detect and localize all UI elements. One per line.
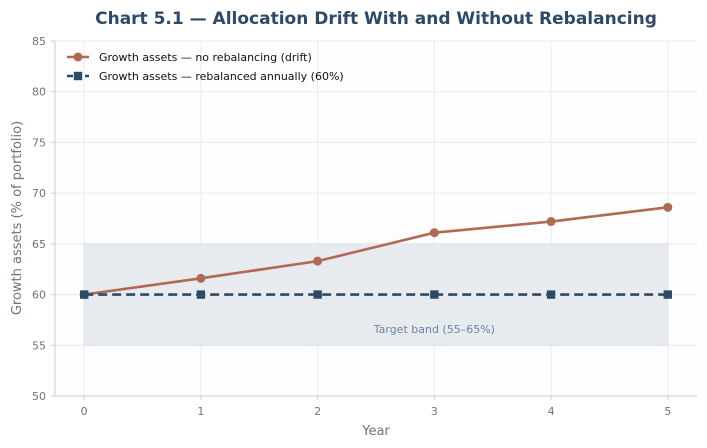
y-tick-label: 70 xyxy=(32,187,46,200)
data-point xyxy=(546,217,556,227)
target-band-rect xyxy=(83,243,669,346)
x-tick-label: 0 xyxy=(81,405,88,418)
legend-label: Growth assets — rebalanced annually (60%… xyxy=(99,70,344,83)
data-point xyxy=(79,290,89,299)
y-axis-label: Growth assets (% of portfolio) xyxy=(10,121,25,315)
series-2 xyxy=(79,290,673,299)
data-point xyxy=(663,290,673,299)
data-point xyxy=(663,202,673,212)
y-tick-label: 60 xyxy=(32,289,46,302)
legend: Growth assets — no rebalancing (drift) Gr… xyxy=(67,51,344,83)
data-point xyxy=(429,228,439,238)
legend-item-2: Growth assets — rebalanced annually (60%… xyxy=(67,70,344,83)
x-tick-label: 1 xyxy=(197,405,204,418)
series-1 xyxy=(79,202,673,300)
legend-swatch-marker xyxy=(73,52,83,62)
data-point xyxy=(546,290,556,299)
data-point xyxy=(313,256,323,266)
y-tick-label: 55 xyxy=(32,339,46,352)
legend-item-1: Growth assets — no rebalancing (drift) xyxy=(67,51,312,64)
axes xyxy=(51,40,697,400)
series-layer xyxy=(79,202,673,300)
y-tick-label: 85 xyxy=(32,35,46,48)
target-band: Target band (55–65%) xyxy=(83,243,669,346)
x-tick-label: 2 xyxy=(314,405,321,418)
data-point xyxy=(430,290,439,299)
y-tick-label: 80 xyxy=(32,86,46,99)
x-tick-label: 4 xyxy=(548,405,555,418)
y-tick-label: 50 xyxy=(32,390,46,403)
x-axis-label: Year xyxy=(361,424,390,439)
legend-swatch-marker xyxy=(73,71,83,81)
x-tick-label: 5 xyxy=(664,405,671,418)
data-point xyxy=(313,290,322,299)
legend-label: Growth assets — no rebalancing (drift) xyxy=(99,51,312,64)
y-tick-label: 75 xyxy=(32,136,46,149)
data-point xyxy=(196,290,206,299)
y-tick-label: 65 xyxy=(32,238,46,251)
x-tick-label: 3 xyxy=(431,405,438,418)
data-point xyxy=(196,273,206,283)
target-band-label: Target band (55–65%) xyxy=(373,323,495,336)
chart-title: Chart 5.1 — Allocation Drift With and Wi… xyxy=(95,9,657,29)
series-line xyxy=(84,206,668,296)
